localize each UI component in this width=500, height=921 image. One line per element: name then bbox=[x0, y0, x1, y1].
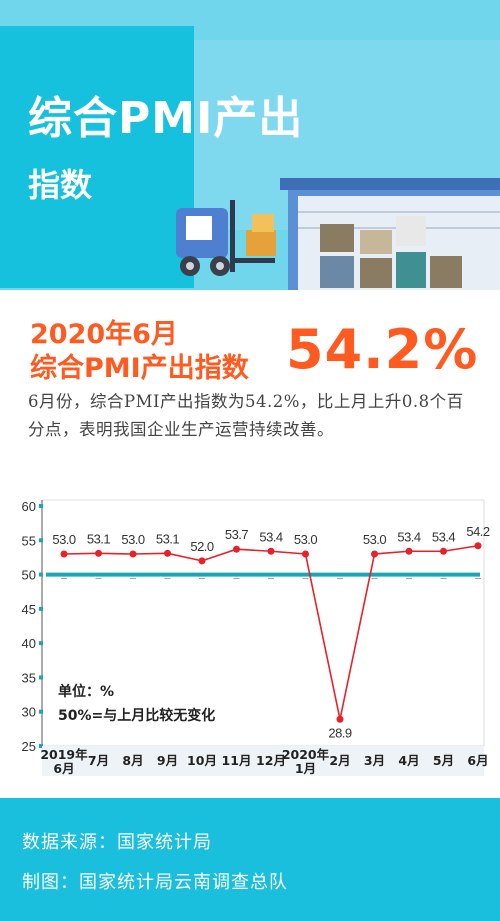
data-point bbox=[474, 542, 482, 550]
x-tick-label: 2019年 bbox=[40, 747, 88, 762]
data-label: 52.0 bbox=[190, 539, 214, 554]
data-label: 53.4 bbox=[432, 529, 456, 544]
x-tick-label: 1月 bbox=[295, 761, 316, 776]
description-text: 6月份，综合PMI产出指数为54.2%，比上月上升0.8个百分点，表明我国企业生… bbox=[28, 392, 464, 439]
chart-maker: 制图：国家统计局云南调查总队 bbox=[22, 872, 288, 893]
data-point bbox=[302, 550, 309, 558]
y-tick-label: 30 bbox=[22, 705, 36, 720]
y-tick-label: 35 bbox=[22, 670, 36, 685]
y-tick-label: 25 bbox=[22, 739, 36, 754]
x-tick-label: 5月 bbox=[433, 753, 454, 768]
data-point bbox=[405, 547, 413, 555]
reference-annotation: 50%=与上月比较无变化 bbox=[58, 707, 215, 724]
x-tick-label: 4月 bbox=[398, 753, 419, 768]
data-label: 53.0 bbox=[294, 532, 318, 547]
plot-area bbox=[41, 499, 485, 747]
header-dark-band bbox=[0, 26, 194, 288]
data-label: 53.4 bbox=[259, 529, 283, 544]
x-tick-label: 11月 bbox=[222, 753, 252, 768]
y-tick-mark bbox=[39, 641, 43, 646]
y-tick-label: 50 bbox=[22, 568, 36, 583]
data-label: 53.0 bbox=[121, 532, 145, 547]
x-tick-label: 12月 bbox=[256, 753, 286, 768]
data-point bbox=[198, 557, 206, 565]
y-tick-mark bbox=[39, 504, 43, 508]
x-tick-label: 8月 bbox=[122, 753, 143, 768]
headline-value: 54.2% bbox=[286, 318, 479, 381]
data-point bbox=[95, 549, 102, 557]
data-label: 53.4 bbox=[397, 529, 421, 544]
y-tick-label: 60 bbox=[22, 499, 36, 514]
data-label: 54.2 bbox=[466, 524, 490, 539]
x-axis-band bbox=[42, 746, 484, 776]
headline-date: 2020年6月 bbox=[30, 319, 178, 350]
data-label: 53.7 bbox=[225, 527, 249, 542]
data-label: 53.1 bbox=[87, 531, 111, 546]
page-title: 综合PMI产出 bbox=[28, 93, 304, 144]
header: 综合PMI产出 指数 bbox=[0, 0, 500, 290]
y-tick-mark bbox=[39, 572, 43, 577]
y-tick-label: 45 bbox=[22, 602, 36, 617]
x-tick-label: 2月 bbox=[329, 753, 350, 768]
footer: 数据来源：国家统计局 制图：国家统计局云南调查总队 bbox=[0, 798, 500, 921]
data-point bbox=[129, 550, 137, 558]
y-tick-mark bbox=[39, 606, 43, 611]
y-tick-label: 40 bbox=[22, 636, 36, 651]
data-point bbox=[233, 545, 240, 553]
data-point bbox=[267, 547, 275, 555]
x-tick-label: 10月 bbox=[187, 753, 217, 768]
data-label: 53.0 bbox=[52, 532, 76, 547]
y-tick-label: 55 bbox=[22, 533, 36, 548]
chart-svg: 25 30 35 40 45 50 55 60 53.0 53.1 53.0 53.1 52.0 53.7… bbox=[22, 499, 490, 776]
data-point bbox=[371, 550, 378, 558]
x-tick-label: 2020年 bbox=[282, 747, 330, 762]
x-tick-label: 6月 bbox=[467, 753, 488, 768]
y-tick-mark bbox=[39, 709, 43, 714]
data-point bbox=[164, 549, 171, 557]
line-chart: 25 30 35 40 45 50 55 60 53.0 53.1 53.0 53.1 52.0 53.7… bbox=[0, 490, 500, 790]
unit-annotation: 单位：% bbox=[58, 683, 114, 700]
data-point bbox=[60, 550, 68, 558]
headline-indicator-name: 综合PMI产出指数 bbox=[30, 353, 249, 384]
data-label: 53.0 bbox=[363, 532, 387, 547]
headline: 2020年6月 综合PMI产出指数 54.2% bbox=[24, 310, 484, 384]
data-label: 53.1 bbox=[156, 531, 180, 546]
data-point bbox=[440, 547, 447, 555]
y-tick-mark bbox=[39, 538, 43, 543]
x-tick-label: 6月 bbox=[53, 761, 74, 776]
y-tick-mark bbox=[39, 675, 43, 680]
data-source: 数据来源：国家统计局 bbox=[22, 832, 212, 853]
x-tick-label: 7月 bbox=[88, 753, 109, 768]
data-label: 28.9 bbox=[328, 725, 352, 740]
x-tick-label: 3月 bbox=[364, 753, 385, 768]
warehouse-forklift-illustration bbox=[176, 178, 500, 290]
data-point bbox=[336, 715, 344, 723]
x-tick-label: 9月 bbox=[157, 753, 178, 768]
y-tick-mark bbox=[39, 744, 43, 748]
page-title-line2: 指数 bbox=[28, 166, 93, 204]
